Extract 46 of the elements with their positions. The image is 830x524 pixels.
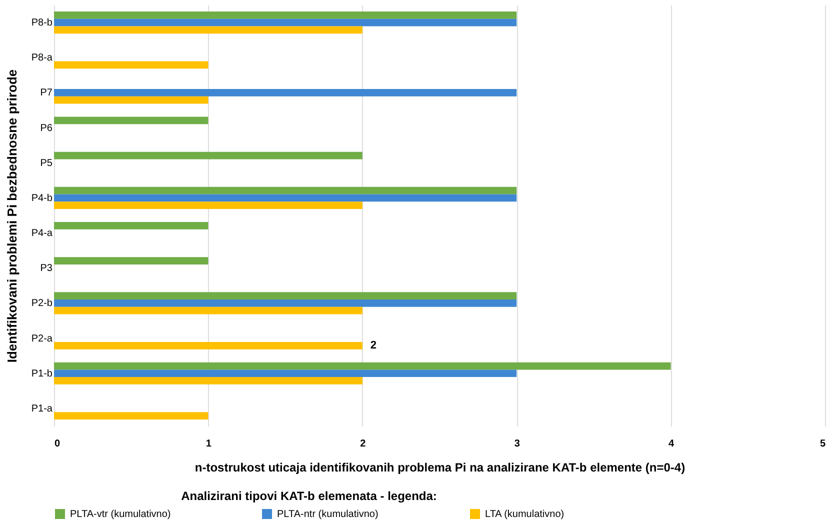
bar [54,194,517,202]
bar [54,377,362,384]
y-tick-label: P1-a [31,403,53,414]
bar [54,412,208,420]
bar [54,152,362,160]
x-tick-label: 5 [820,438,826,450]
bar [54,12,517,19]
y-tick-label: P8-a [31,52,53,64]
y-tick-label: P1-b [31,368,53,380]
bar [54,116,208,124]
bar [54,26,362,34]
bar [54,96,208,104]
y-tick-label: P2-a [31,333,53,344]
y-tick-label: P2-b [31,298,53,310]
bar [54,370,517,378]
bar [54,300,517,307]
bar [54,61,208,69]
legend-label: PLTA-vtr (kumulativno) [70,509,171,520]
data-label: 2 [370,340,377,352]
y-tick-label: P4-b [31,192,53,204]
bar [54,18,517,26]
legend-title: Analizirani tipovi KAT-b elemenata - legenda: [181,489,437,503]
bar [54,202,362,209]
y-tick-label: P4-a [31,228,53,240]
y-tick-label: P7 [40,88,53,99]
bar [54,222,208,230]
y-axis-title: Identifikovani problemi Pi bezbednosne prirode [4,69,20,363]
x-tick-label: 2 [360,438,366,450]
y-tick-label: P6 [40,122,53,134]
bar [54,306,362,314]
legend-label: LTA (kumulativno) [485,509,564,520]
y-tick-label: P5 [40,158,53,169]
x-tick-label: 3 [514,438,520,450]
bar [54,186,517,194]
x-tick-label: 4 [668,438,675,450]
bar [54,362,671,370]
bar [54,292,517,300]
x-tick-label: 0 [54,438,60,450]
bar [54,342,362,350]
y-tick-label: P3 [40,263,53,274]
bar [54,257,208,264]
x-tick-label: 1 [206,438,212,450]
legend-label: PLTA-ntr (kumulativno) [277,509,378,520]
y-tick-label: P8-b [31,18,53,29]
bar [54,89,517,96]
x-axis-title: n-tostrukost uticaja identifikovanih problema Pi na analizirane KAT-b elemente (n=0-4) [194,460,686,474]
